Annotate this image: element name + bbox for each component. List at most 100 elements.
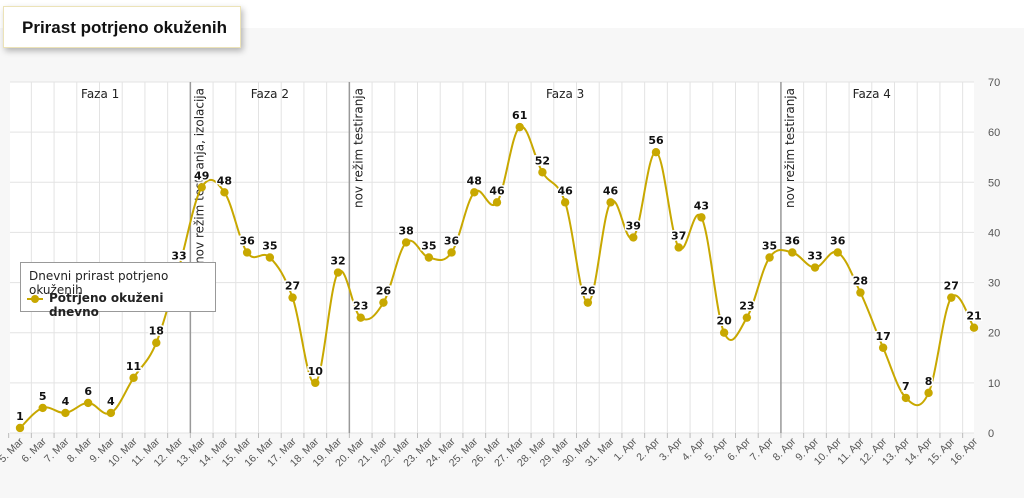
data-label: 43 (694, 199, 709, 212)
data-point[interactable] (538, 168, 547, 177)
x-tick-label: 7. Apr (748, 435, 776, 463)
title-card: Prirast potrjeno okuženih (3, 6, 241, 48)
legend-dot-marker (31, 295, 39, 303)
phase-band-label: Faza 1 (81, 87, 119, 101)
data-point[interactable] (220, 188, 229, 197)
x-tick-label: 4. Apr (680, 435, 708, 463)
data-label: 36 (785, 234, 801, 247)
y-tick-label: 30 (988, 278, 1000, 290)
data-label: 36 (239, 234, 255, 247)
data-label: 27 (285, 280, 300, 293)
data-point[interactable] (719, 328, 729, 337)
data-label: 1 (16, 410, 24, 423)
data-point[interactable] (515, 122, 524, 132)
data-point[interactable] (560, 198, 570, 207)
phase-band-label: Faza 4 (853, 87, 891, 101)
data-label: 10 (308, 365, 324, 378)
data-label: 35 (421, 240, 436, 253)
x-tick-label: 6. Apr (725, 435, 753, 463)
data-point[interactable] (61, 408, 70, 418)
data-label: 38 (398, 224, 413, 237)
data-label: 33 (807, 250, 822, 263)
y-tick-label: 10 (988, 378, 1000, 390)
data-point[interactable] (106, 408, 116, 418)
data-point[interactable] (697, 213, 706, 222)
data-label: 49 (194, 169, 209, 182)
data-label: 18 (149, 325, 164, 338)
data-point[interactable] (424, 253, 434, 262)
data-label: 21 (966, 310, 981, 323)
data-label: 7 (902, 380, 910, 393)
data-point[interactable] (288, 293, 297, 302)
data-point[interactable] (265, 253, 275, 262)
data-point[interactable] (15, 423, 25, 433)
data-point[interactable] (447, 248, 456, 257)
data-label: 48 (467, 174, 482, 187)
data-label: 17 (875, 330, 890, 343)
data-label: 48 (217, 174, 232, 187)
data-point[interactable] (810, 263, 820, 272)
plot-line-label: nov režim testiranja (351, 88, 365, 208)
page-title: Prirast potrjeno okuženih (22, 18, 227, 37)
y-tick-label: 40 (988, 227, 1000, 239)
y-tick-label: 0 (988, 428, 994, 440)
data-label: 23 (353, 300, 368, 313)
data-label: 46 (489, 184, 505, 197)
data-point[interactable] (856, 288, 865, 297)
data-point[interactable] (878, 343, 888, 352)
legend-item-series[interactable]: Potrjeno okuženi dnevno (27, 291, 211, 319)
plot-area (10, 82, 974, 433)
data-label: 37 (671, 229, 686, 242)
phase-band-label: Faza 2 (251, 87, 289, 101)
data-label: 36 (830, 234, 846, 247)
data-label: 56 (648, 134, 664, 147)
legend-title: Dnevni prirast potrjeno okuženih (29, 269, 169, 297)
x-tick-label: 8. Apr (771, 435, 799, 463)
data-point[interactable] (969, 323, 979, 332)
data-label: 26 (580, 285, 596, 298)
data-point[interactable] (742, 313, 752, 322)
data-label: 23 (739, 300, 754, 313)
data-point[interactable] (401, 238, 411, 247)
data-point[interactable] (311, 378, 320, 388)
data-point[interactable] (492, 198, 502, 207)
data-point[interactable] (129, 373, 138, 383)
data-point[interactable] (901, 393, 911, 403)
data-label: 32 (330, 255, 345, 268)
data-point[interactable] (470, 188, 479, 197)
x-tick-label: 5. Apr (702, 435, 730, 463)
data-point[interactable] (651, 148, 661, 157)
data-label: 35 (762, 240, 777, 253)
x-tick-label: 1. Apr (612, 435, 640, 463)
data-point[interactable] (152, 338, 161, 347)
data-point[interactable] (629, 233, 638, 242)
data-point[interactable] (583, 298, 593, 307)
y-tick-label: 60 (988, 127, 1000, 139)
data-label: 4 (107, 395, 115, 408)
x-tick-label: 3. Apr (657, 435, 685, 463)
legend-series-label: Potrjeno okuženi dnevno (49, 291, 164, 319)
data-label: 61 (512, 109, 527, 122)
data-point[interactable] (242, 248, 252, 257)
data-point[interactable] (674, 243, 683, 252)
data-label: 46 (557, 184, 573, 197)
data-point[interactable] (924, 388, 933, 398)
data-point[interactable] (765, 253, 774, 262)
data-point[interactable] (83, 398, 93, 408)
y-tick-label: 70 (988, 77, 1000, 89)
data-label: 4 (62, 395, 70, 408)
data-point[interactable] (833, 248, 842, 257)
data-point[interactable] (606, 198, 615, 207)
data-label: 36 (444, 234, 460, 247)
data-point[interactable] (38, 403, 47, 413)
data-label: 35 (262, 240, 277, 253)
data-point[interactable] (333, 268, 343, 277)
data-point[interactable] (379, 298, 388, 307)
plot-line-label: nov režim testiranja, izolacija (192, 88, 206, 264)
data-point[interactable] (788, 248, 797, 257)
data-point[interactable] (197, 183, 206, 192)
data-point[interactable] (947, 293, 956, 302)
chart-legend: Dnevni prirast potrjeno okuženih Potrjen… (20, 262, 216, 319)
data-label: 33 (171, 250, 186, 263)
data-point[interactable] (356, 313, 365, 322)
